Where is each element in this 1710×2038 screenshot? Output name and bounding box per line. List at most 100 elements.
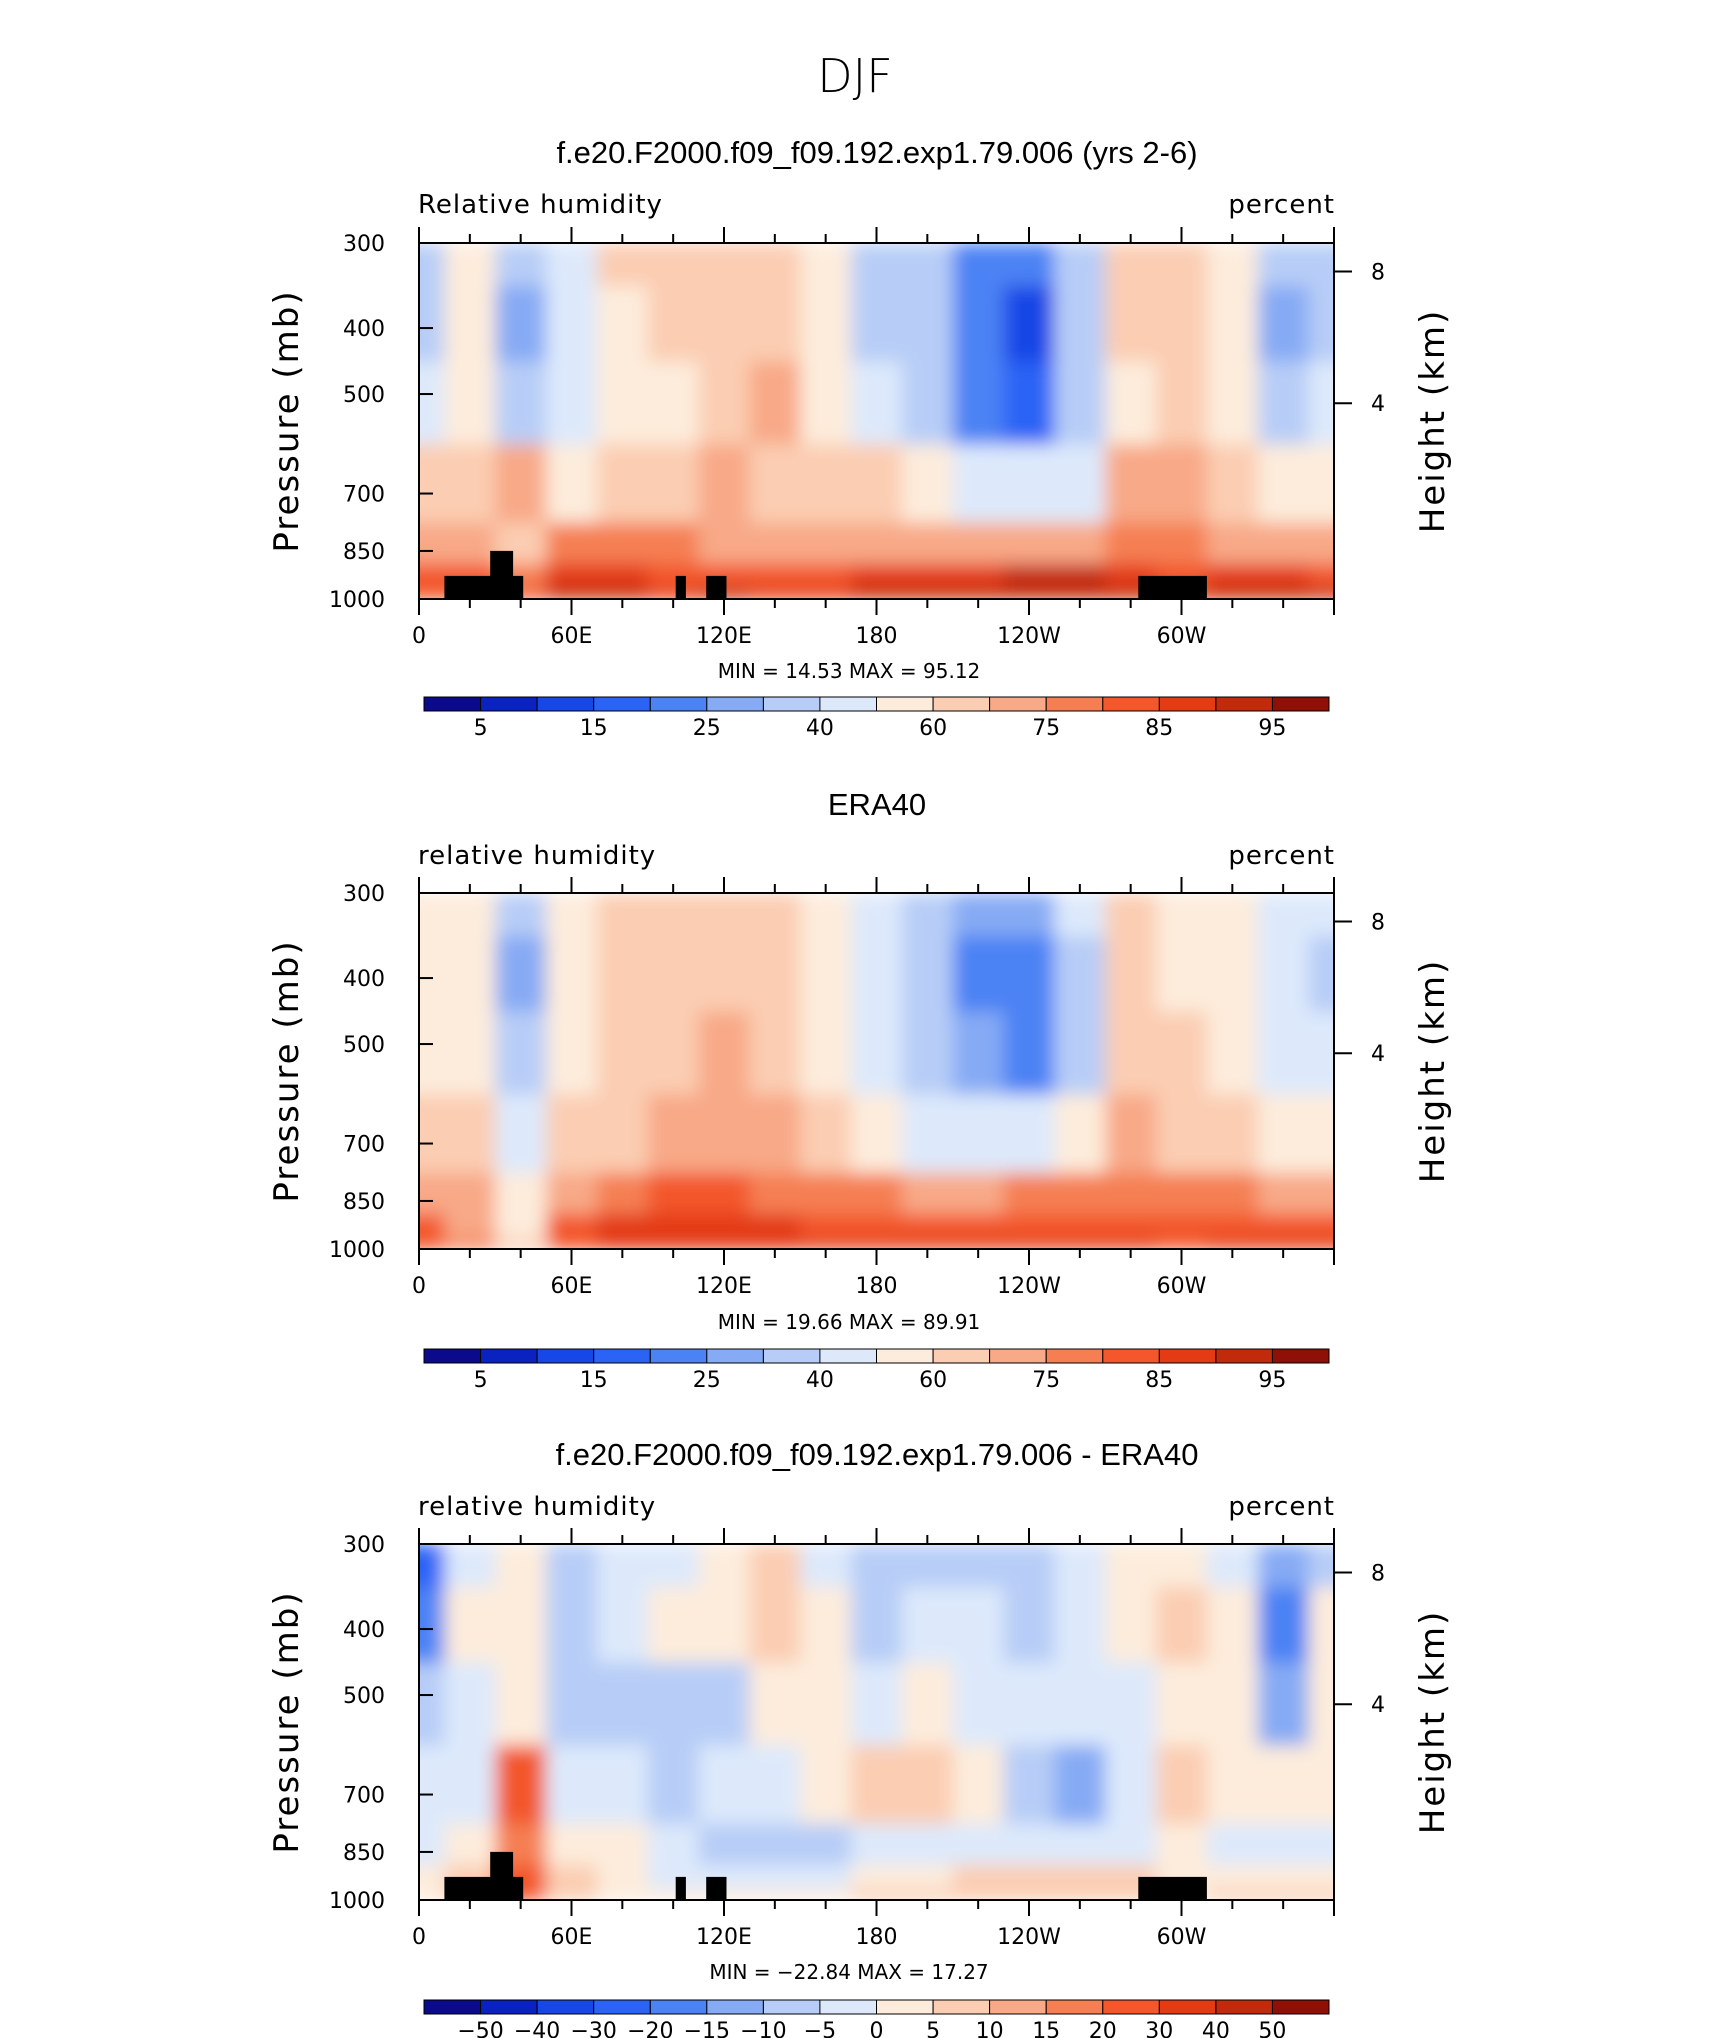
contour-cell bbox=[952, 893, 1005, 937]
topography-mask bbox=[490, 1851, 514, 1900]
contour-cell bbox=[419, 361, 445, 445]
contour-cell bbox=[1003, 1888, 1055, 1900]
contour-cell bbox=[952, 1172, 1005, 1214]
topography-mask bbox=[675, 1876, 686, 1900]
contour-cell bbox=[1257, 1888, 1310, 1900]
contour-cell bbox=[749, 285, 801, 362]
contour-cell bbox=[1156, 893, 1208, 937]
contour-cell bbox=[851, 243, 903, 287]
colorbar-swatch bbox=[593, 696, 651, 712]
y-axis-title: Pressure (mb) bbox=[267, 1590, 307, 1853]
units-label: percent bbox=[1228, 1492, 1335, 1522]
contour-cell bbox=[1206, 1744, 1259, 1824]
contour-cell bbox=[901, 1213, 954, 1238]
contour-cell bbox=[546, 443, 598, 523]
contour-cell bbox=[749, 1888, 801, 1900]
contour-cell bbox=[1003, 361, 1055, 445]
contour-cell bbox=[851, 361, 903, 445]
contour-cell bbox=[749, 935, 801, 1012]
contour-cell bbox=[698, 893, 750, 937]
contour-cell bbox=[1206, 893, 1259, 937]
contour-cell bbox=[596, 587, 649, 599]
height-tick-label: 4 bbox=[1371, 1693, 1385, 1718]
contour-cell bbox=[952, 1586, 1005, 1663]
contour-cell bbox=[1257, 587, 1310, 599]
units-label: percent bbox=[1228, 841, 1335, 871]
contour-cell bbox=[1054, 893, 1106, 937]
contour-cell bbox=[901, 443, 954, 523]
contour-cell bbox=[1105, 935, 1157, 1012]
contour-cell bbox=[1206, 443, 1259, 523]
contour-cell bbox=[800, 285, 852, 362]
contour-cell bbox=[1156, 1823, 1208, 1865]
contour-cell bbox=[952, 1744, 1005, 1824]
contour-cell bbox=[901, 935, 954, 1012]
colorbar-swatch bbox=[1215, 1999, 1274, 2015]
contour-cell bbox=[596, 1864, 649, 1889]
colorbar-label: 95 bbox=[1258, 716, 1286, 741]
contour-cell bbox=[749, 1011, 801, 1095]
contour-cell bbox=[1054, 1172, 1106, 1214]
colorbar-label: 30 bbox=[1145, 2019, 1173, 2038]
variable-label: Relative humidity bbox=[418, 190, 663, 220]
x-tick-label: 180 bbox=[856, 1925, 898, 1950]
y-tick-label: 400 bbox=[343, 1618, 385, 1643]
contour-cell bbox=[1054, 587, 1106, 599]
contour-cell bbox=[419, 1823, 445, 1865]
colorbar-label: 25 bbox=[693, 1368, 721, 1393]
contour-plot: 300 400 500 700 850 1000 8 4 0 60E 120E 180 120W 60W P… bbox=[267, 877, 1453, 1299]
contour-cell bbox=[901, 1586, 954, 1663]
contour-cell bbox=[647, 1864, 700, 1889]
contour-cell bbox=[698, 443, 750, 523]
contour-cell bbox=[546, 1011, 598, 1095]
colorbar-label: −15 bbox=[684, 2019, 730, 2038]
colorbar-swatch bbox=[1271, 1348, 1330, 1364]
contour-cell bbox=[1206, 1864, 1259, 1889]
contour-cell bbox=[1308, 893, 1334, 937]
contour-cell bbox=[596, 443, 649, 523]
contour-cell bbox=[749, 1172, 801, 1214]
contour-cell bbox=[546, 285, 598, 362]
contour-cell bbox=[952, 285, 1005, 362]
contour-cell bbox=[952, 243, 1005, 287]
x-tick-label: 120E bbox=[696, 624, 752, 649]
contour-cell bbox=[647, 522, 700, 564]
contour-cell bbox=[698, 522, 750, 564]
contour-cell bbox=[952, 1011, 1005, 1095]
contour-cell bbox=[419, 1888, 445, 1900]
contour-cell bbox=[1003, 1544, 1055, 1588]
topography-mask bbox=[1138, 1876, 1207, 1900]
contour-cell bbox=[596, 243, 649, 287]
contour-cell bbox=[952, 443, 1005, 523]
panel-title: f.e20.F2000.f09_f09.192.exp1.79.006 - ER… bbox=[556, 1437, 1199, 1472]
x-tick-label: 0 bbox=[412, 624, 426, 649]
contour-cell bbox=[1308, 361, 1334, 445]
topography-mask bbox=[490, 550, 514, 599]
contour-cell bbox=[419, 893, 445, 937]
contour-cell bbox=[444, 1237, 496, 1249]
contour-cell bbox=[901, 1544, 954, 1588]
contour-cell bbox=[1308, 1864, 1334, 1889]
contour-cell bbox=[1054, 285, 1106, 362]
contour-cell bbox=[1054, 1888, 1106, 1900]
contour-cell bbox=[698, 1823, 750, 1865]
contour-cell bbox=[596, 935, 649, 1012]
contour-cell bbox=[1308, 1823, 1334, 1865]
contour-cell bbox=[1308, 1093, 1334, 1173]
contour-cell bbox=[1054, 1586, 1106, 1663]
y-tick-label: 1000 bbox=[329, 588, 385, 613]
contour-cell bbox=[1003, 243, 1055, 287]
min-max-label: MIN = 19.66 MAX = 89.91 bbox=[718, 1310, 981, 1334]
contour-cell bbox=[596, 1744, 649, 1824]
colorbar-swatch bbox=[1215, 1348, 1274, 1364]
contour-cell bbox=[1257, 1237, 1310, 1249]
contour-cell bbox=[1054, 1213, 1106, 1238]
contour-cell bbox=[1105, 1237, 1157, 1249]
contour-cell bbox=[1206, 1011, 1259, 1095]
contour-cell bbox=[495, 1586, 547, 1663]
contour-cell bbox=[1003, 893, 1055, 937]
contour-cell bbox=[596, 1172, 649, 1214]
colorbar-swatch bbox=[989, 1348, 1047, 1364]
contour-cell bbox=[1003, 1172, 1055, 1214]
contour-cell bbox=[1206, 1213, 1259, 1238]
